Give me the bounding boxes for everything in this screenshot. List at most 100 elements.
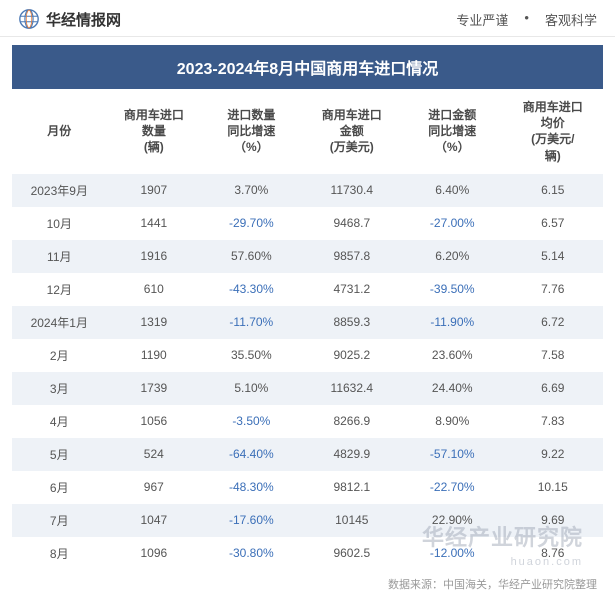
- table-cell: 7.58: [503, 339, 604, 372]
- tagline-dot: •: [524, 10, 529, 29]
- table-cell: 1096: [107, 537, 202, 570]
- table-cell: 4731.2: [302, 273, 402, 306]
- table-cell: 5.10%: [201, 372, 301, 405]
- table-cell: 8.76: [503, 537, 604, 570]
- table-cell: 6.40%: [402, 174, 502, 207]
- data-table: 月份商用车进口数量(辆)进口数量同比增速（%）商用车进口金额(万美元)进口金额同…: [12, 89, 603, 570]
- table-cell: 6.57: [503, 207, 604, 240]
- table-cell: 4829.9: [302, 438, 402, 471]
- data-source: 数据来源：中国海关，华经产业研究院整理: [0, 570, 615, 592]
- column-header: 商用车进口数量(辆): [107, 89, 202, 174]
- table-cell: 9602.5: [302, 537, 402, 570]
- table-cell: 610: [107, 273, 202, 306]
- table-cell: 10145: [302, 504, 402, 537]
- table-cell: 8266.9: [302, 405, 402, 438]
- table-cell: 6.15: [503, 174, 604, 207]
- table-cell: 5.14: [503, 240, 604, 273]
- table-header-row: 月份商用车进口数量(辆)进口数量同比增速（%）商用车进口金额(万美元)进口金额同…: [12, 89, 603, 174]
- table-cell: 1047: [107, 504, 202, 537]
- table-cell: 9857.8: [302, 240, 402, 273]
- tagline: 专业严谨 • 客观科学: [456, 10, 597, 29]
- table-cell: 1916: [107, 240, 202, 273]
- table-cell: 1056: [107, 405, 202, 438]
- table-cell: 1907: [107, 174, 202, 207]
- table-container: 月份商用车进口数量(辆)进口数量同比增速（%）商用车进口金额(万美元)进口金额同…: [12, 89, 603, 570]
- table-cell: -17.60%: [201, 504, 301, 537]
- table-cell: 2024年1月: [12, 306, 107, 339]
- table-row: 11月191657.60%9857.86.20%5.14: [12, 240, 603, 273]
- tagline-left: 专业严谨: [456, 10, 508, 29]
- table-cell: 6.20%: [402, 240, 502, 273]
- table-cell: 22.90%: [402, 504, 502, 537]
- table-cell: 4月: [12, 405, 107, 438]
- table-cell: 2023年9月: [12, 174, 107, 207]
- table-cell: 524: [107, 438, 202, 471]
- table-cell: 7.83: [503, 405, 604, 438]
- table-cell: 9.69: [503, 504, 604, 537]
- table-title: 2023-2024年8月中国商用车进口情况: [12, 45, 603, 89]
- table-cell: 11632.4: [302, 372, 402, 405]
- table-cell: 9468.7: [302, 207, 402, 240]
- table-cell: 11月: [12, 240, 107, 273]
- table-cell: -30.80%: [201, 537, 301, 570]
- table-row: 2023年9月19073.70%11730.46.40%6.15: [12, 174, 603, 207]
- table-cell: 8月: [12, 537, 107, 570]
- table-cell: 967: [107, 471, 202, 504]
- table-cell: -48.30%: [201, 471, 301, 504]
- table-cell: 7月: [12, 504, 107, 537]
- table-cell: 3月: [12, 372, 107, 405]
- table-cell: 2月: [12, 339, 107, 372]
- table-cell: 35.50%: [201, 339, 301, 372]
- table-cell: 9025.2: [302, 339, 402, 372]
- table-cell: 9812.1: [302, 471, 402, 504]
- table-body: 2023年9月19073.70%11730.46.40%6.1510月1441-…: [12, 174, 603, 570]
- table-row: 7月1047-17.60%1014522.90%9.69: [12, 504, 603, 537]
- table-cell: 12月: [12, 273, 107, 306]
- table-cell: 6.69: [503, 372, 604, 405]
- table-cell: -27.00%: [402, 207, 502, 240]
- site-name: 华经情报网: [46, 9, 121, 30]
- table-cell: 7.76: [503, 273, 604, 306]
- globe-icon: [18, 8, 40, 30]
- table-cell: 24.40%: [402, 372, 502, 405]
- table-cell: 6月: [12, 471, 107, 504]
- table-cell: 1319: [107, 306, 202, 339]
- column-header: 进口金额同比增速（%）: [402, 89, 502, 174]
- table-row: 5月524-64.40%4829.9-57.10%9.22: [12, 438, 603, 471]
- column-header: 商用车进口金额(万美元): [302, 89, 402, 174]
- table-row: 2月119035.50%9025.223.60%7.58: [12, 339, 603, 372]
- table-row: 2024年1月1319-11.70%8859.3-11.90%6.72: [12, 306, 603, 339]
- table-cell: 23.60%: [402, 339, 502, 372]
- table-row: 6月967-48.30%9812.1-22.70%10.15: [12, 471, 603, 504]
- table-cell: 1190: [107, 339, 202, 372]
- table-cell: 1441: [107, 207, 202, 240]
- table-cell: 3.70%: [201, 174, 301, 207]
- table-cell: 9.22: [503, 438, 604, 471]
- table-cell: 11730.4: [302, 174, 402, 207]
- table-row: 12月610-43.30%4731.2-39.50%7.76: [12, 273, 603, 306]
- table-cell: -57.10%: [402, 438, 502, 471]
- table-cell: -3.50%: [201, 405, 301, 438]
- table-cell: -22.70%: [402, 471, 502, 504]
- table-row: 3月17395.10%11632.424.40%6.69: [12, 372, 603, 405]
- table-cell: 8859.3: [302, 306, 402, 339]
- table-cell: -39.50%: [402, 273, 502, 306]
- column-header: 月份: [12, 89, 107, 174]
- table-cell: 6.72: [503, 306, 604, 339]
- column-header: 进口数量同比增速（%）: [201, 89, 301, 174]
- table-cell: -11.70%: [201, 306, 301, 339]
- table-cell: 57.60%: [201, 240, 301, 273]
- table-cell: 10月: [12, 207, 107, 240]
- table-cell: 1739: [107, 372, 202, 405]
- tagline-right: 客观科学: [545, 10, 597, 29]
- page-header: 华经情报网 专业严谨 • 客观科学: [0, 0, 615, 37]
- table-row: 8月1096-30.80%9602.5-12.00%8.76: [12, 537, 603, 570]
- table-cell: 10.15: [503, 471, 604, 504]
- table-cell: -29.70%: [201, 207, 301, 240]
- table-cell: -11.90%: [402, 306, 502, 339]
- column-header: 商用车进口均价(万美元/辆): [503, 89, 604, 174]
- table-cell: -12.00%: [402, 537, 502, 570]
- table-row: 10月1441-29.70%9468.7-27.00%6.57: [12, 207, 603, 240]
- table-cell: -64.40%: [201, 438, 301, 471]
- table-cell: -43.30%: [201, 273, 301, 306]
